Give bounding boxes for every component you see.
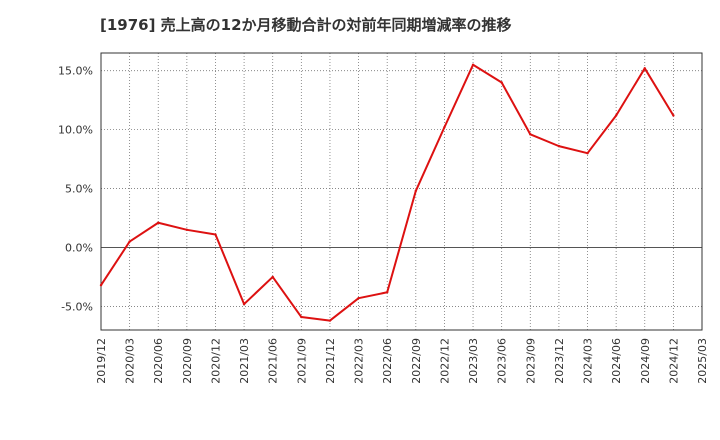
- x-tick-label: 2023/12: [553, 338, 566, 384]
- data-point: [357, 296, 360, 300]
- x-tick-label: 2025/03: [696, 338, 709, 384]
- y-tick-label: -5.0%: [61, 300, 93, 313]
- x-tick-label: 2019/12: [95, 338, 108, 384]
- series-layer: [99, 63, 675, 322]
- x-tick-label: 2020/09: [181, 338, 194, 384]
- chart-title: [1976] 売上高の12か月移動合計の対前年同期増減率の推移: [100, 16, 512, 34]
- data-point: [271, 275, 274, 279]
- x-tick-label: 2022/12: [438, 338, 451, 384]
- x-tick-label: 2023/09: [524, 338, 537, 384]
- x-tick-label: 2024/12: [667, 338, 680, 384]
- x-tick-label: 2021/06: [267, 338, 280, 384]
- data-point: [385, 291, 389, 294]
- data-point: [471, 63, 475, 66]
- data-point: [157, 221, 160, 224]
- grid: [101, 53, 702, 330]
- data-point: [414, 189, 418, 193]
- x-tick-label: 2021/09: [295, 338, 308, 384]
- y-tick-label: 10.0%: [58, 124, 93, 137]
- x-tick-label: 2020/03: [124, 338, 137, 384]
- x-tick-label: 2021/03: [238, 338, 251, 384]
- data-point: [643, 67, 646, 70]
- data-point: [586, 151, 589, 155]
- data-point: [99, 284, 103, 287]
- axes: [100, 52, 703, 331]
- data-point: [328, 319, 332, 322]
- tick-labels: 15.0% 10.0% 5.0% 0.0% -5.0% 2019/12 2020/03 202…: [58, 65, 709, 384]
- data-point: [214, 233, 217, 236]
- x-tick-label: 2021/12: [324, 338, 337, 384]
- x-tick-label: 2024/09: [639, 338, 652, 384]
- data-point: [242, 302, 246, 306]
- x-tick-label: 2020/12: [209, 338, 222, 384]
- data-point: [557, 144, 561, 148]
- series-line: [100, 63, 675, 322]
- data-point: [300, 315, 303, 319]
- x-tick-label: 2024/03: [582, 338, 595, 384]
- y-tick-label: 0.0%: [65, 241, 93, 254]
- x-tick-label: 2023/06: [496, 338, 509, 384]
- data-point: [185, 228, 189, 232]
- y-tick-label: 5.0%: [65, 183, 93, 196]
- data-point: [529, 133, 532, 136]
- x-tick-label: 2020/06: [152, 338, 165, 384]
- data-point: [443, 126, 446, 129]
- x-tick-label: 2024/06: [610, 338, 623, 384]
- x-tick-label: 2023/03: [467, 338, 480, 384]
- x-tick-label: 2022/09: [410, 338, 423, 384]
- x-tick-label: 2022/03: [353, 338, 366, 384]
- x-tick-label: 2022/06: [381, 338, 394, 384]
- data-point: [500, 81, 503, 84]
- plot-frame: [100, 52, 703, 331]
- data-point: [672, 114, 675, 117]
- data-point: [614, 114, 618, 117]
- y-tick-label: 15.0%: [58, 65, 93, 78]
- data-point: [128, 240, 131, 243]
